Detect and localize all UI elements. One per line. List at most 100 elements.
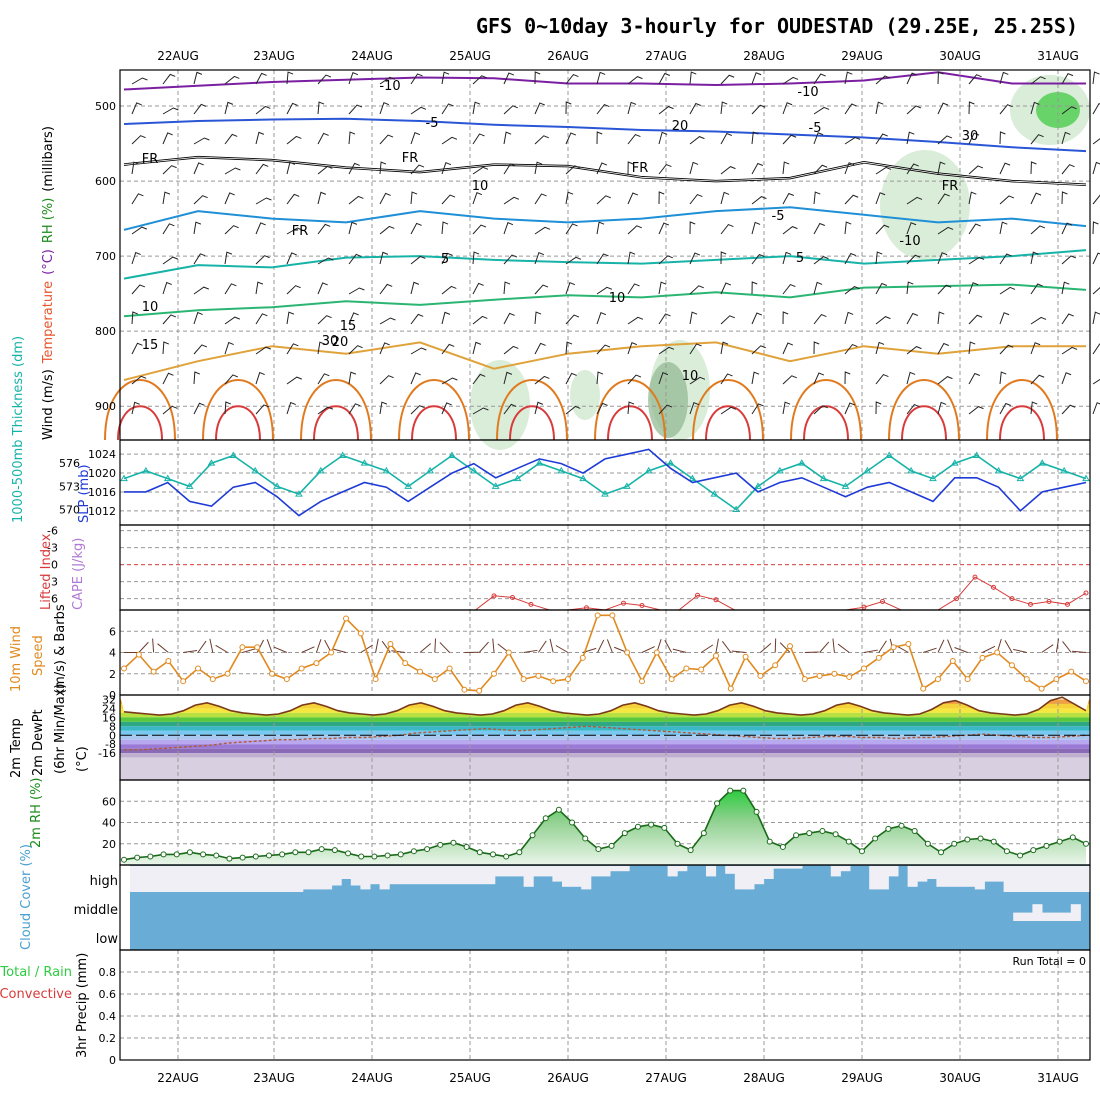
wind-barb — [844, 402, 856, 415]
wind-barb — [503, 196, 520, 205]
y-axis-label-part: Wind (m/s) — [41, 369, 56, 440]
contour-label: -5 — [426, 116, 439, 131]
wind-barb — [751, 371, 760, 385]
wind-barb — [224, 374, 239, 385]
wind-speed-point — [624, 649, 631, 656]
rh-point — [305, 849, 312, 856]
isotherm-hump — [607, 405, 653, 441]
wind-speed-point — [875, 654, 882, 661]
wind-barb — [782, 134, 797, 145]
wind-barb — [968, 256, 985, 265]
wind-barb-10m — [641, 646, 655, 653]
cloud-high-gap — [446, 866, 457, 885]
cloud-high-gap — [725, 866, 736, 874]
wind-barb — [627, 341, 638, 355]
wind-barb — [255, 163, 269, 175]
contour-label: FR — [142, 152, 159, 167]
date-label-bottom: 28AUG — [743, 1071, 785, 1085]
wind-barb-10m — [439, 642, 450, 653]
cloud-high-gap — [878, 866, 889, 890]
wind-barb — [627, 192, 639, 205]
wind-barb — [875, 133, 888, 145]
wind-barb — [565, 281, 576, 295]
run-total: Run Total = 0 — [1013, 955, 1087, 968]
wind-speed-point — [579, 654, 586, 661]
wind-barb — [720, 251, 727, 265]
temp-line — [123, 696, 1087, 716]
temp-band — [120, 730, 1090, 736]
wind-speed-point — [476, 687, 483, 694]
wind-barb — [565, 341, 573, 355]
wind-speed-point — [565, 676, 571, 683]
y-axis-label-precip: 3hr Precip (mm) — [75, 953, 90, 1058]
y-axis-label-temp: (°C) — [75, 746, 90, 772]
y-axis-label-slp: SLP (mb) — [77, 464, 92, 523]
wind-barb — [410, 313, 424, 325]
wind-barb-10m — [419, 643, 432, 653]
wind-barb — [689, 252, 701, 265]
wind-barb — [782, 311, 789, 325]
y-tick-label: 4 — [109, 647, 116, 660]
wind-barb — [131, 342, 143, 355]
y-tick-label: 573 — [59, 480, 80, 493]
wind-barb-10m — [492, 638, 495, 653]
rh-point — [634, 823, 641, 830]
wind-barb — [224, 251, 233, 265]
isotherm-hump — [104, 379, 176, 441]
wind-barb — [906, 346, 922, 355]
wind-barb — [565, 165, 580, 175]
cloud-high-gap — [782, 866, 793, 869]
wind-barb — [410, 164, 425, 175]
wind-barb — [193, 195, 208, 205]
thickness-point — [797, 459, 806, 466]
legend-total-rain: Total / Rain — [0, 965, 72, 980]
y-tick-label: -16 — [98, 747, 116, 760]
wind-barb — [317, 257, 334, 265]
y-tick-label: -6 — [47, 525, 58, 538]
wind-barb — [565, 405, 581, 415]
wind-barb — [751, 345, 766, 355]
wind-barb — [193, 286, 210, 295]
wind-barb — [751, 403, 764, 415]
date-label-bottom: 29AUG — [841, 1071, 883, 1085]
wind-barb — [658, 346, 675, 355]
cloud-mid-gap — [1070, 904, 1081, 921]
cloud-high-gap — [1022, 866, 1033, 892]
wind-barb-10m — [381, 640, 391, 653]
wind-speed-point — [1068, 668, 1075, 675]
wind-barb — [410, 73, 423, 85]
wind-speed-point — [491, 670, 497, 677]
isotherm-hump — [313, 405, 359, 441]
cloud-high-gap — [706, 866, 717, 877]
wind-barb — [472, 341, 482, 355]
cloud-high-gap — [888, 866, 899, 877]
temp-band — [120, 717, 1090, 722]
wind-barb — [751, 72, 762, 85]
wind-barb — [534, 135, 549, 145]
wind-barb — [348, 287, 365, 295]
cloud-high-gap — [264, 866, 275, 892]
cloud-high-gap — [926, 866, 937, 879]
wind-barb — [441, 194, 456, 205]
wind-barb — [875, 373, 889, 385]
wind-barb-10m — [152, 638, 155, 653]
wind-barb — [999, 104, 1013, 115]
wind-barb — [813, 341, 820, 355]
rh-point — [292, 849, 299, 856]
wind-barb — [1092, 378, 1100, 385]
date-label-top: 25AUG — [449, 49, 491, 63]
temp-band — [120, 757, 1090, 780]
isotherm-line — [123, 71, 1086, 91]
y-tick-label: 570 — [59, 504, 80, 517]
wind-barb — [596, 311, 607, 325]
isotherm-hump — [901, 405, 947, 441]
lifted-index-point — [695, 592, 700, 598]
wind-barb — [193, 253, 206, 265]
y-tick-label: 0.8 — [99, 966, 117, 979]
wind-barb — [441, 136, 458, 145]
wind-barb — [162, 405, 178, 415]
wind-speed-point — [935, 676, 941, 683]
isotherm-hump — [411, 405, 457, 441]
wind-barb — [193, 221, 202, 235]
cloud-layer-label: middle — [74, 903, 118, 918]
